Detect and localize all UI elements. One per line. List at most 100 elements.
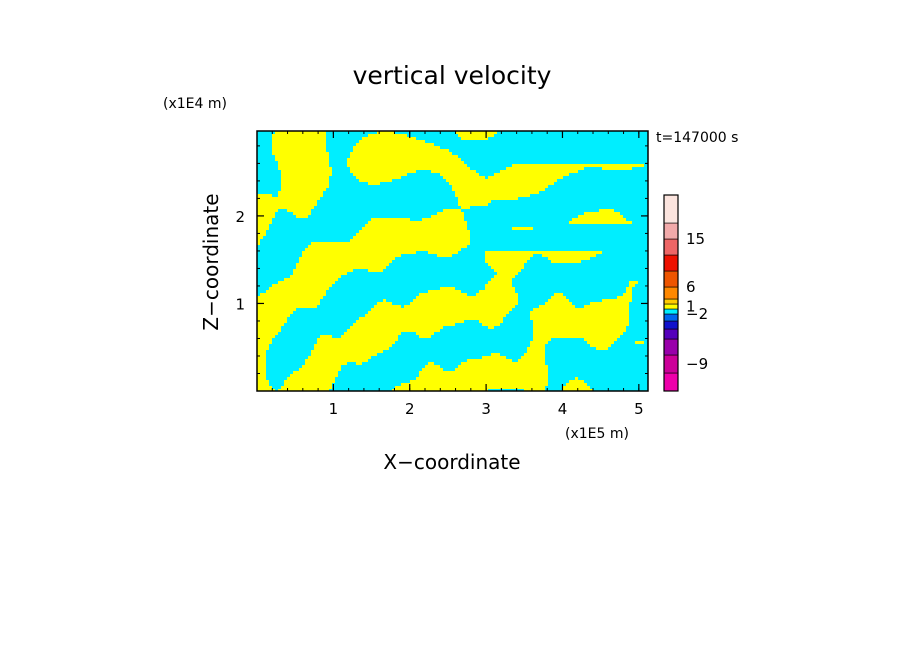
updraft-band [359, 140, 425, 143]
updraft-band [425, 365, 440, 368]
updraft-band [299, 368, 341, 371]
updraft-band [272, 152, 329, 155]
colorbar-swatch [663, 303, 679, 310]
updraft-band [533, 323, 629, 326]
updraft-band [257, 332, 278, 335]
updraft-band [293, 212, 311, 215]
updraft-band [257, 365, 266, 368]
updraft-band [344, 332, 401, 335]
updraft-band [587, 341, 614, 344]
updraft-band [530, 344, 545, 347]
updraft-band [362, 227, 467, 230]
updraft-band [350, 155, 458, 158]
updraft-band [563, 386, 590, 389]
updraft-band [257, 347, 269, 350]
updraft-band [284, 383, 332, 386]
updraft-band [293, 272, 347, 275]
colorbar-swatch [663, 254, 679, 272]
updraft-band [311, 353, 377, 356]
x-unit-label: (x1E5 m) [565, 426, 629, 442]
updraft-band [419, 374, 548, 377]
updraft-band [257, 224, 269, 227]
x-axis-ticks: 1 2 3 4 5 [271, 131, 644, 418]
updraft-band [281, 173, 332, 176]
updraft-band [368, 134, 407, 137]
updraft-band [278, 281, 335, 284]
updraft-band [278, 161, 329, 164]
updraft-band [488, 176, 563, 179]
updraft-band [272, 137, 326, 140]
updraft-band [416, 377, 548, 380]
updraft-band [575, 377, 578, 380]
updraft-band [431, 170, 476, 173]
updraft-band [257, 350, 266, 353]
updraft-band [533, 332, 623, 335]
updraft-band [356, 233, 470, 236]
updraft-band [257, 335, 275, 338]
updraft-band [278, 194, 323, 197]
updraft-band [257, 377, 266, 380]
updraft-band [272, 149, 326, 152]
updraft-band [257, 299, 320, 302]
updraft-band [623, 293, 632, 296]
updraft-band [257, 239, 260, 242]
updraft-band [629, 281, 638, 284]
chart-title: vertical velocity [353, 61, 552, 90]
updraft-band [485, 260, 527, 263]
updraft-band [314, 347, 389, 350]
updraft-band [452, 188, 545, 191]
updraft-band [356, 362, 362, 365]
updraft-band [257, 338, 272, 341]
colorbar-swatch [663, 354, 679, 374]
colorbar-swatch [663, 286, 679, 300]
updraft-band [590, 344, 611, 347]
updraft-band [482, 323, 500, 326]
updraft-band [269, 287, 329, 290]
updraft-band [356, 320, 464, 323]
updraft-band [272, 284, 332, 287]
updraft-band [257, 197, 320, 200]
updraft-band [377, 302, 392, 305]
updraft-band [290, 374, 338, 377]
updraft-band [635, 341, 644, 344]
updraft-band [533, 308, 629, 311]
updraft-band [395, 386, 545, 389]
updraft-band [431, 215, 464, 218]
colorbar-swatch [663, 194, 679, 224]
updraft-band [284, 278, 338, 281]
updraft-band [533, 338, 551, 341]
updraft-band [347, 329, 440, 332]
updraft-band [353, 323, 455, 326]
updraft-band [311, 350, 383, 353]
updraft-band [257, 359, 266, 362]
updraft-band [257, 326, 281, 329]
updraft-band [296, 215, 308, 218]
updraft-band [458, 200, 491, 203]
updraft-band [551, 260, 581, 263]
updraft-band [257, 305, 317, 308]
updraft-band [359, 179, 392, 182]
updraft-band [257, 353, 266, 356]
updraft-band [257, 341, 272, 344]
colorbar-swatch [663, 372, 679, 392]
updraft-band [347, 158, 461, 161]
updraft-band [257, 371, 266, 374]
updraft-band [287, 209, 311, 212]
updraft-band [305, 248, 461, 251]
time-label: t=147000 s [656, 130, 738, 146]
y-axis-label: Z−coordinate [199, 193, 223, 330]
updraft-band [257, 389, 275, 391]
updraft-band [278, 164, 329, 167]
colorbar-swatch [663, 222, 679, 240]
updraft-band [602, 299, 632, 302]
updraft-band [530, 317, 629, 320]
updraft-band [281, 179, 329, 182]
updraft-band [350, 152, 452, 155]
updraft-band [443, 209, 461, 212]
updraft-band [458, 197, 518, 200]
updraft-band [485, 251, 602, 254]
updraft-band [257, 215, 275, 218]
updraft-band [290, 275, 341, 278]
updraft-band [281, 386, 332, 389]
updraft-band [491, 278, 512, 281]
